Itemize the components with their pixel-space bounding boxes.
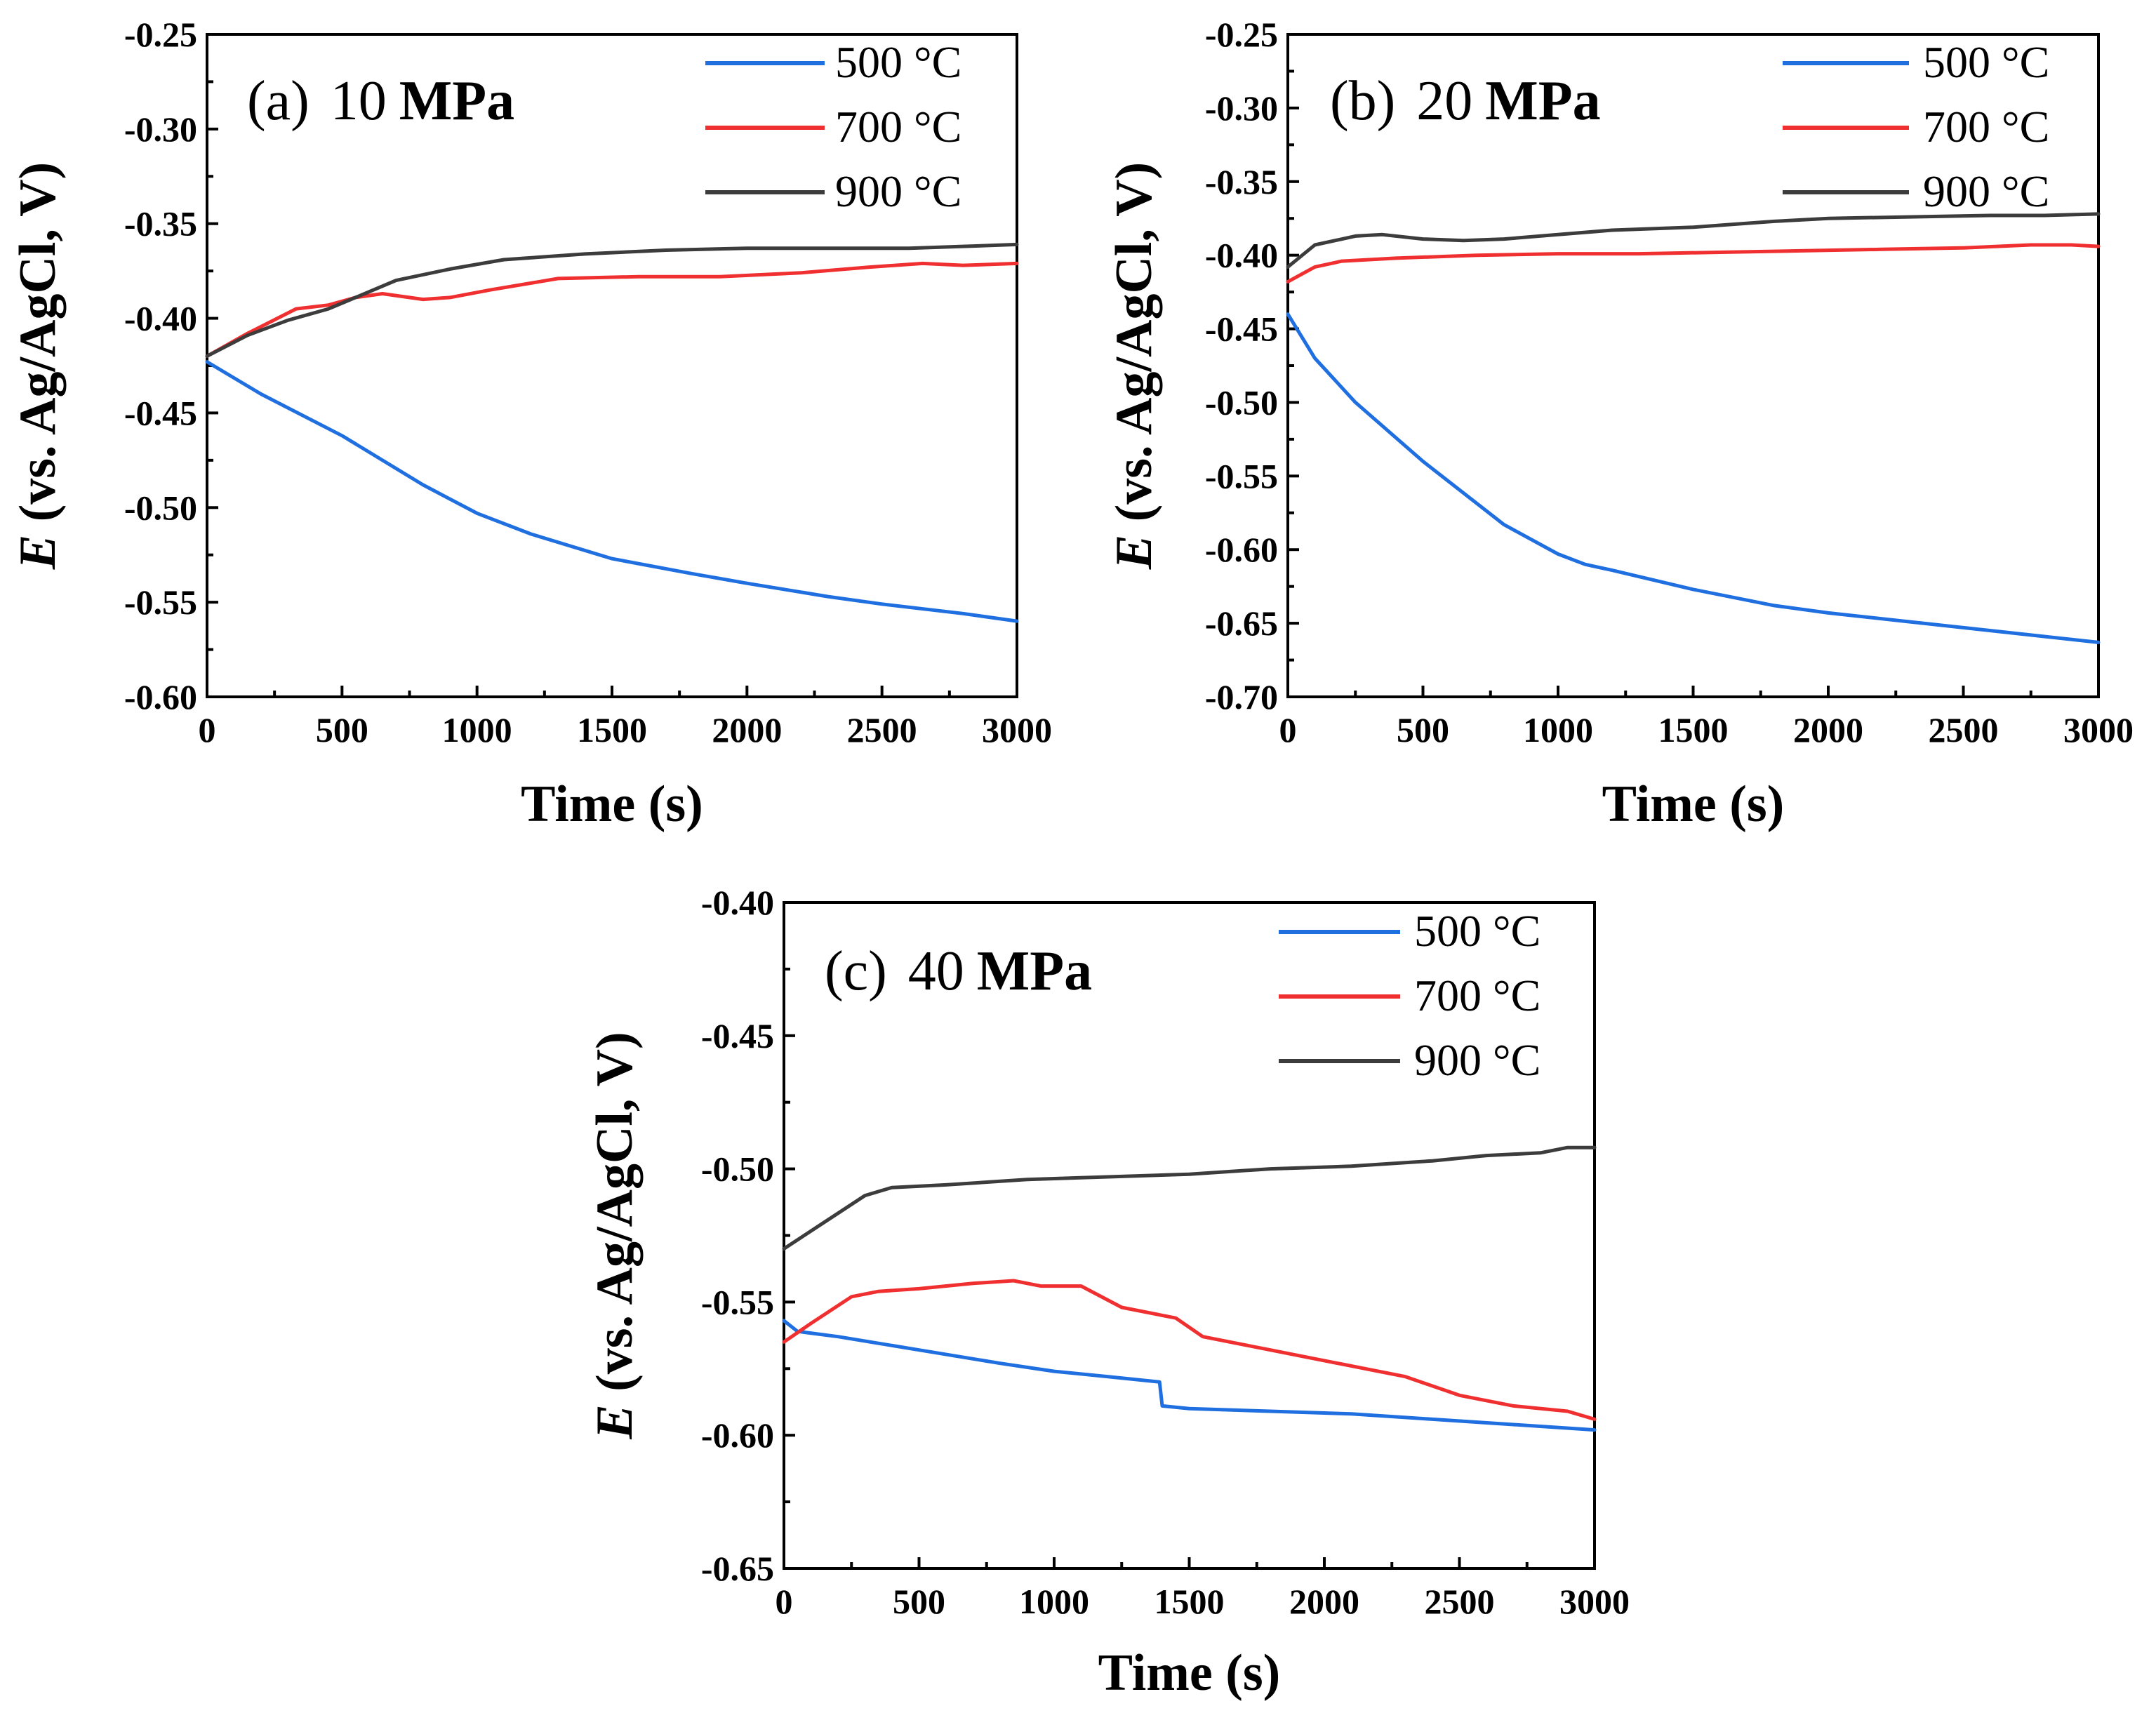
y-axis-title: E (vs. Ag/AgCl, V) bbox=[9, 162, 67, 570]
legend-label: 700 °C bbox=[1414, 971, 1541, 1020]
panel-label: (a) bbox=[247, 70, 310, 132]
chart-panel-3: 0 500 1000 1500 2000 2500 3000 -0.40 -0.45 -0.50 -… bbox=[586, 883, 1630, 1702]
panel-pressure-unit: MPa bbox=[399, 70, 514, 132]
y-tick-label: -0.40 bbox=[701, 883, 774, 922]
legend-label: 900 °C bbox=[1414, 1035, 1541, 1085]
y-tick-label: -0.65 bbox=[1205, 604, 1278, 643]
x-tick-label: 2000 bbox=[1289, 1582, 1359, 1621]
y-axis-symbol: E bbox=[9, 535, 67, 570]
x-tick-label: 2000 bbox=[1793, 710, 1863, 749]
x-tick-label: 0 bbox=[199, 710, 216, 749]
y-tick-label: -0.60 bbox=[1205, 530, 1278, 569]
series-line-500 bbox=[205, 360, 1019, 623]
x-tick-label: 2000 bbox=[712, 710, 782, 749]
y-axis-title: E (vs. Ag/AgCl, V) bbox=[1105, 162, 1163, 570]
y-axis-units: (vs. Ag/AgCl, V) bbox=[1105, 162, 1163, 535]
y-tick-label: -0.45 bbox=[1205, 309, 1278, 349]
panel-label: (c) bbox=[825, 940, 887, 1002]
x-tick-label: 500 bbox=[1397, 710, 1449, 749]
x-tick-label: 3000 bbox=[1559, 1582, 1630, 1621]
panel-pressure-value: 40 bbox=[908, 940, 964, 1002]
x-tick-label: 500 bbox=[893, 1582, 945, 1621]
y-tick-label: -0.40 bbox=[124, 299, 197, 338]
y-tick-label: -0.50 bbox=[701, 1149, 774, 1189]
y-tick-label: -0.30 bbox=[124, 109, 197, 149]
panel-title: (b) 20 MPa bbox=[1330, 70, 1601, 132]
y-tick-label: -0.55 bbox=[1205, 456, 1278, 495]
x-tick-label: 2500 bbox=[1425, 1582, 1495, 1621]
series-line-700 bbox=[782, 1279, 1597, 1421]
x-tick-label: 3000 bbox=[982, 710, 1052, 749]
x-axis-title: Time (s) bbox=[1602, 775, 1785, 833]
chart-panel-1: 0 500 1000 1500 2000 2500 3000 -0.25 -0.30 -0.35 -… bbox=[9, 15, 1052, 833]
x-tick-label: 0 bbox=[1279, 710, 1297, 749]
y-tick-label: -0.55 bbox=[701, 1282, 774, 1321]
legend-label: 500 °C bbox=[1923, 37, 2049, 87]
panel-pressure-unit: MPa bbox=[1485, 70, 1600, 132]
panel-label: (b) bbox=[1330, 70, 1395, 132]
y-axis-symbol: E bbox=[1105, 535, 1163, 570]
y-axis-units: (vs. Ag/AgCl, V) bbox=[9, 162, 67, 535]
x-tick-label: 3000 bbox=[2063, 710, 2134, 749]
y-tick-label: -0.30 bbox=[1205, 88, 1278, 128]
series-line-500 bbox=[1286, 312, 2101, 644]
panel-title: (c) 40 MPa bbox=[825, 940, 1092, 1002]
series-line-900 bbox=[782, 1145, 1597, 1251]
y-tick-label: -0.65 bbox=[701, 1549, 774, 1588]
y-tick-label: -0.25 bbox=[124, 15, 197, 54]
series-line-900 bbox=[205, 242, 1019, 358]
y-axis-symbol: E bbox=[586, 1404, 644, 1439]
y-tick-label: -0.55 bbox=[124, 582, 197, 622]
series-line-700 bbox=[1286, 243, 2101, 284]
x-tick-label: 1000 bbox=[442, 710, 512, 749]
y-tick-label: -0.45 bbox=[701, 1016, 774, 1055]
y-axis-title: E (vs. Ag/AgCl, V) bbox=[586, 1032, 644, 1439]
panel-pressure-value: 20 bbox=[1416, 70, 1472, 132]
y-tick-label: -0.40 bbox=[1205, 236, 1278, 275]
x-tick-label: 1500 bbox=[1154, 1582, 1225, 1621]
y-tick-label: -0.35 bbox=[124, 204, 197, 244]
y-axis-units: (vs. Ag/AgCl, V) bbox=[586, 1032, 644, 1404]
x-tick-label: 1500 bbox=[577, 710, 647, 749]
panel-pressure-unit: MPa bbox=[977, 940, 1092, 1002]
x-tick-label: 1500 bbox=[1658, 710, 1729, 749]
x-axis-title: Time (s) bbox=[521, 775, 703, 833]
y-tick-label: -0.50 bbox=[124, 488, 197, 527]
x-tick-label: 2500 bbox=[847, 710, 917, 749]
y-tick-label: -0.35 bbox=[1205, 162, 1278, 201]
x-tick-label: 1000 bbox=[1019, 1582, 1089, 1621]
chart-panel-2: 0 500 1000 1500 2000 2500 3000 -0.25 -0.30 -0.35 -… bbox=[1105, 15, 2134, 833]
legend-label: 500 °C bbox=[835, 37, 961, 87]
y-tick-label: -0.60 bbox=[124, 677, 197, 716]
series-line-700 bbox=[205, 261, 1019, 358]
legend-label: 700 °C bbox=[835, 102, 961, 152]
series-line-500 bbox=[782, 1319, 1597, 1432]
x-tick-label: 2500 bbox=[1929, 710, 1999, 749]
legend-label: 700 °C bbox=[1923, 102, 2049, 152]
y-tick-label: -0.60 bbox=[701, 1415, 774, 1455]
x-tick-label: 500 bbox=[316, 710, 368, 749]
legend-label: 500 °C bbox=[1414, 906, 1541, 956]
x-tick-label: 0 bbox=[776, 1582, 793, 1621]
legend-label: 900 °C bbox=[835, 166, 961, 216]
y-tick-label: -0.25 bbox=[1205, 15, 1278, 54]
y-tick-label: -0.70 bbox=[1205, 677, 1278, 716]
x-tick-label: 1000 bbox=[1523, 710, 1593, 749]
y-tick-label: -0.50 bbox=[1205, 382, 1278, 422]
x-axis-title: Time (s) bbox=[1098, 1644, 1281, 1702]
panel-pressure-value: 10 bbox=[331, 70, 387, 132]
panel-title: (a) 10 MPa bbox=[247, 70, 514, 132]
y-tick-label: -0.45 bbox=[124, 393, 197, 432]
series-line-900 bbox=[1286, 212, 2101, 269]
legend-label: 900 °C bbox=[1923, 166, 2049, 216]
